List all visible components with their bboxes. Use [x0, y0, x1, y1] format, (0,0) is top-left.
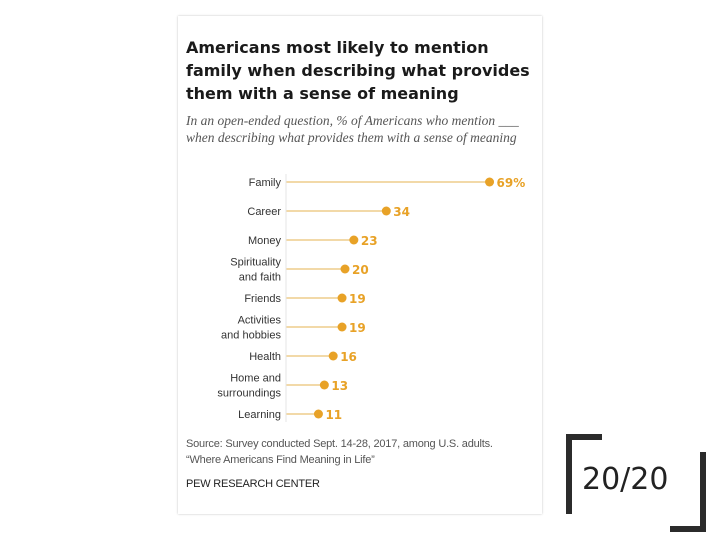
data-point-7	[319, 380, 329, 390]
category-label-1: Career	[247, 206, 281, 218]
category-label-2: Money	[248, 235, 282, 247]
data-point-0	[485, 177, 495, 187]
data-point-5	[337, 322, 347, 332]
source-line-1: Source: Survey conducted Sept. 14-28, 20…	[186, 438, 493, 450]
category-label-8: Learning	[238, 409, 281, 421]
value-label-2: 23	[361, 234, 378, 248]
chart-card: Americans most likely to mention family …	[178, 16, 542, 514]
bracket-top-left-icon	[566, 434, 602, 514]
bracket-bottom-right-icon	[670, 452, 706, 532]
category-label-3: Spirituality and faith	[230, 257, 281, 284]
data-point-1	[381, 206, 391, 216]
chart-subtitle: In an open-ended question, % of American…	[186, 113, 519, 145]
value-label-1: 34	[393, 205, 410, 219]
value-label-3: 20	[352, 263, 369, 277]
data-point-8	[313, 409, 323, 419]
data-point-3	[340, 264, 350, 274]
category-label-4: Friends	[244, 293, 281, 305]
value-label-5: 19	[349, 321, 366, 335]
data-point-4	[337, 293, 347, 303]
data-point-2	[349, 235, 359, 245]
slide-number-text: 20/20	[582, 462, 669, 497]
slide-number: 20/20	[566, 434, 710, 532]
chart-title: Americans most likely to mention family …	[186, 38, 530, 103]
value-label-4: 19	[349, 292, 366, 306]
pew-research-center-logo: PEW RESEARCH CENTER	[186, 478, 320, 490]
category-label-7: Home and surroundings	[217, 373, 281, 400]
value-label-8: 11	[325, 408, 342, 422]
value-label-7: 13	[331, 379, 348, 393]
dot-plot: Family 69% Career 34 Money 23 Spirituality and …	[217, 174, 526, 422]
source-note: Source: Survey conducted Sept. 14-28, 20…	[186, 436, 538, 468]
category-label-0: Family	[249, 177, 282, 189]
value-label-6: 16	[340, 350, 357, 364]
category-label-6: Health	[249, 351, 281, 363]
value-label-0: 69%	[497, 176, 526, 190]
category-label-5: Activities and hobbies	[221, 315, 281, 342]
data-point-6	[328, 351, 338, 361]
source-line-2: “Where Americans Find Meaning in Life”	[186, 454, 375, 466]
